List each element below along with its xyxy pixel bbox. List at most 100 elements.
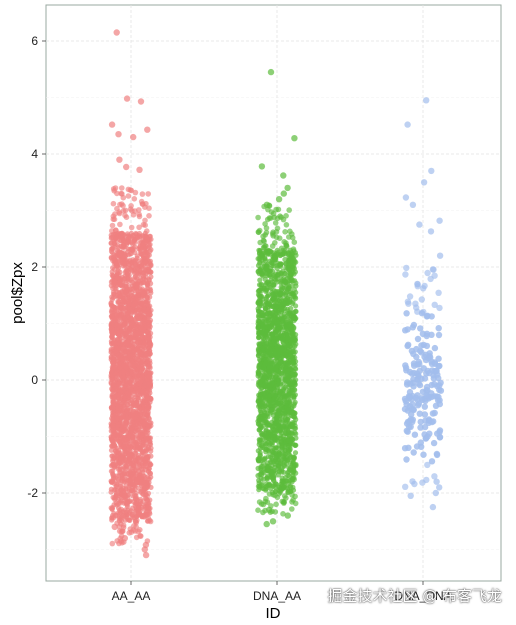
- data-point: [257, 361, 263, 367]
- data-point: [126, 433, 132, 439]
- data-point: [135, 295, 141, 301]
- data-point: [120, 420, 126, 426]
- data-point: [431, 344, 439, 352]
- data-point: [110, 285, 116, 292]
- data-point: [286, 234, 292, 240]
- data-point: [410, 449, 417, 456]
- data-point: [144, 389, 150, 395]
- data-point: [437, 387, 445, 394]
- data-point: [272, 271, 279, 277]
- data-point: [273, 501, 279, 508]
- data-point: [132, 492, 138, 498]
- data-point: [287, 483, 293, 489]
- data-point: [139, 201, 146, 207]
- data-point: [416, 361, 423, 368]
- data-point: [140, 439, 146, 445]
- data-point: [256, 287, 263, 293]
- data-point: [412, 394, 420, 401]
- data-point: [130, 499, 136, 505]
- data-point: [419, 479, 426, 486]
- data-point: [257, 439, 263, 445]
- data-point: [129, 488, 135, 494]
- data-point: [141, 504, 148, 510]
- data-point: [258, 470, 264, 476]
- data-point: [263, 357, 269, 363]
- data-point: [276, 484, 282, 490]
- data-point: [122, 331, 128, 337]
- data-point: [116, 345, 122, 351]
- data-point: [116, 540, 122, 547]
- data-point: [110, 265, 116, 271]
- data-point: [423, 97, 430, 104]
- data-point: [290, 359, 296, 366]
- data-point: [114, 481, 120, 487]
- data-point: [289, 492, 295, 498]
- data-point: [135, 324, 141, 330]
- data-point: [146, 341, 152, 348]
- data-point: [420, 341, 427, 349]
- data-point: [255, 256, 261, 262]
- data-point: [266, 272, 272, 278]
- data-point: [118, 460, 124, 466]
- data-point: [130, 527, 137, 533]
- data-point: [260, 501, 267, 508]
- data-point: [258, 425, 264, 431]
- data-point: [279, 407, 285, 413]
- data-point: [428, 331, 435, 338]
- data-point: [283, 417, 289, 423]
- data-point: [257, 277, 263, 283]
- data-point: [142, 411, 148, 417]
- data-point: [136, 505, 142, 511]
- data-point: [265, 463, 271, 469]
- data-point: [436, 427, 444, 434]
- data-point: [414, 335, 422, 343]
- data-point: [269, 353, 275, 359]
- data-point: [142, 418, 148, 425]
- data-point: [125, 321, 131, 327]
- x-tick-label: DNA_AA: [253, 589, 301, 603]
- data-point: [262, 440, 268, 446]
- data-point: [137, 305, 143, 311]
- data-point: [128, 461, 134, 467]
- data-point: [126, 349, 132, 355]
- data-point: [274, 413, 280, 420]
- data-point: [269, 455, 275, 461]
- data-point: [281, 500, 287, 506]
- data-point: [276, 452, 282, 459]
- data-point: [257, 342, 263, 348]
- data-point: [127, 361, 133, 367]
- data-point: [271, 282, 277, 288]
- data-point: [148, 287, 154, 294]
- data-point: [283, 426, 289, 432]
- data-point: [259, 253, 266, 259]
- data-point: [274, 344, 280, 350]
- data-point: [278, 332, 284, 338]
- data-point: [116, 290, 123, 296]
- data-point: [266, 301, 272, 307]
- data-point: [432, 489, 439, 497]
- data-point: [110, 461, 116, 467]
- data-point: [269, 518, 277, 525]
- data-point: [120, 202, 126, 209]
- data-point: [267, 248, 273, 254]
- data-point: [286, 443, 292, 449]
- data-point: [411, 431, 419, 438]
- data-point: [266, 436, 272, 442]
- data-point: [123, 95, 131, 102]
- data-point: [270, 412, 276, 418]
- data-point: [145, 302, 151, 308]
- data-point: [404, 121, 411, 128]
- data-point: [403, 264, 410, 272]
- data-point: [122, 212, 128, 219]
- data-point: [281, 300, 287, 306]
- data-point: [292, 450, 299, 456]
- data-point: [117, 450, 123, 456]
- data-point: [269, 292, 275, 298]
- data-point: [145, 468, 152, 474]
- data-point: [110, 351, 116, 357]
- data-point: [120, 410, 126, 416]
- data-point: [121, 535, 128, 542]
- data-point: [143, 277, 149, 283]
- data-point: [108, 478, 114, 484]
- data-point: [114, 351, 120, 357]
